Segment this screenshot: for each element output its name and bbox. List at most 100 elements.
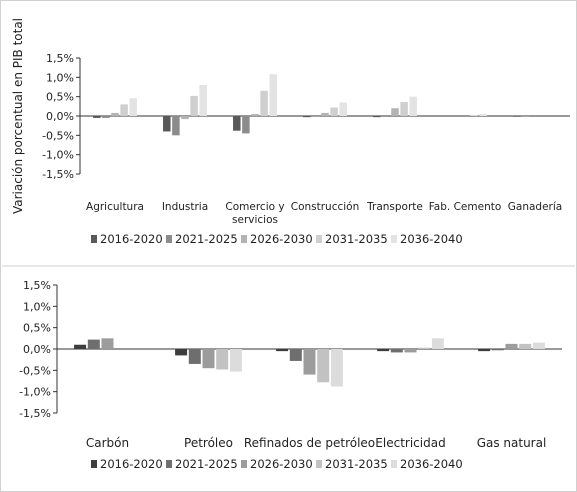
bar-2021-2025	[491, 349, 504, 351]
bar-2026-2030	[202, 349, 215, 369]
bar-2026-2030	[101, 338, 114, 349]
y-axis-label: Variación porcentual en PIB total	[11, 18, 25, 214]
bar-2021-2025	[522, 116, 530, 117]
legend-swatch	[316, 235, 322, 243]
legend-label: 2026-2030	[250, 232, 313, 246]
y-tick-label: 1,5%	[46, 52, 74, 65]
category-label: Industria	[162, 201, 208, 213]
bar-2031-2035	[330, 107, 338, 116]
legend-label: 2036-2040	[400, 457, 463, 471]
bar-2036-2040	[409, 96, 417, 116]
legend-swatch	[91, 460, 97, 468]
chart-gdp-by-sector: 1,5% 1,0% 0,5% 0,0% -0,5% -1,0% -1,5% Variación…	[11, 18, 570, 246]
bar-2031-2035	[120, 104, 128, 116]
bar-2021-2025	[188, 349, 201, 364]
bar-2026-2030	[505, 343, 518, 349]
legend-label: 2031-2035	[325, 457, 388, 471]
y-tick-label: -1,5%	[19, 407, 51, 420]
bar-2026-2030	[303, 349, 316, 375]
legend-swatch	[166, 460, 172, 468]
y-tick-label: 0,5%	[23, 322, 51, 335]
legend-swatch	[391, 460, 397, 468]
bar-2021-2025	[87, 339, 100, 349]
legend-label: 2021-2025	[175, 232, 238, 246]
category-label: Construcción	[291, 201, 360, 213]
y-tick-label: 1,5%	[23, 279, 51, 292]
legend-swatch	[241, 460, 247, 468]
bar-2021-2025	[242, 116, 250, 134]
legend-swatch	[241, 235, 247, 243]
bar-2016-2020	[233, 116, 241, 131]
bar-2016-2020	[93, 116, 101, 118]
legend-label: 2016-2020	[100, 232, 163, 246]
bar-2016-2020	[373, 116, 381, 118]
bar-2036-2040	[129, 98, 137, 116]
bar-2031-2035	[317, 349, 330, 383]
bar-2016-2020	[478, 349, 491, 352]
y-tick-label: -0,5%	[42, 129, 74, 142]
category-label: Comercio y	[225, 201, 284, 213]
bar-2036-2040	[330, 349, 343, 387]
y-tick-label: 0,0%	[46, 110, 74, 123]
category-label: Petróleo	[184, 436, 233, 450]
bar-2031-2035	[190, 95, 198, 116]
y-tick-label: -1,0%	[19, 386, 51, 399]
category-label: Agricultura	[86, 201, 144, 213]
legend-swatch	[316, 460, 322, 468]
legend-label: 2036-2040	[400, 232, 463, 246]
bar-2026-2030	[321, 112, 329, 116]
bar-2031-2035	[260, 90, 268, 116]
bar-2036-2040	[532, 342, 545, 349]
legend-swatch	[166, 235, 172, 243]
legend-swatch	[391, 235, 397, 243]
y-tick-label: -0,5%	[19, 364, 51, 377]
bar-2026-2030	[111, 112, 119, 116]
category-label: Ganadería	[508, 201, 562, 213]
y-tick-label: 1,0%	[46, 71, 74, 84]
y-tick-label: -1,5%	[42, 168, 74, 181]
category-label: Gas natural	[477, 436, 547, 450]
bar-2026-2030	[181, 116, 189, 120]
bar-2016-2020	[303, 116, 311, 118]
bar-2016-2020	[377, 349, 390, 352]
legend-label: 2026-2030	[250, 457, 313, 471]
bar-2016-2020	[74, 344, 87, 349]
bar-2031-2035	[418, 347, 431, 349]
bar-2036-2040	[199, 85, 207, 116]
bar-2031-2035	[216, 349, 229, 370]
bar-2026-2030	[251, 114, 259, 116]
bar-2036-2040	[431, 338, 444, 349]
bar-2036-2040	[269, 74, 277, 116]
bar-2036-2040	[229, 349, 242, 372]
category-label: Refinados de petróleo	[244, 436, 375, 450]
legend-label: 2016-2020	[100, 457, 163, 471]
legend-label: 2021-2025	[175, 457, 238, 471]
bar-2021-2025	[102, 116, 110, 118]
bar-2026-2030	[404, 349, 417, 353]
category-label: Electricidad	[375, 436, 445, 450]
category-label: Carbón	[86, 436, 129, 450]
bar-2031-2035	[400, 102, 408, 116]
y-tick-label: 0,5%	[46, 91, 74, 104]
bar-2036-2040	[339, 102, 347, 116]
category-label: Fab. Cemento	[429, 201, 502, 213]
bar-2021-2025	[172, 116, 180, 136]
bar-2036-2040	[479, 114, 487, 116]
bar-2026-2030	[391, 108, 399, 116]
bar-2031-2035	[470, 115, 478, 116]
category-label: Transporte	[366, 201, 423, 213]
legend-label: 2031-2035	[325, 232, 388, 246]
bar-2031-2035	[519, 343, 532, 349]
bar-2016-2020	[513, 116, 521, 117]
y-tick-label: 0,0%	[23, 343, 51, 356]
category-label: servicios	[232, 214, 278, 226]
bar-2016-2020	[276, 349, 289, 352]
bar-2021-2025	[312, 116, 320, 117]
bar-2016-2020	[175, 349, 188, 356]
legend-swatch	[91, 235, 97, 243]
chart-gdp-by-energy-source: 1,5% 1,0% 0,5% 0,0% -0,5% -1,0% -1,5% Carbón Pet…	[19, 279, 562, 471]
y-tick-label: 1,0%	[23, 300, 51, 313]
bar-2021-2025	[390, 349, 403, 353]
